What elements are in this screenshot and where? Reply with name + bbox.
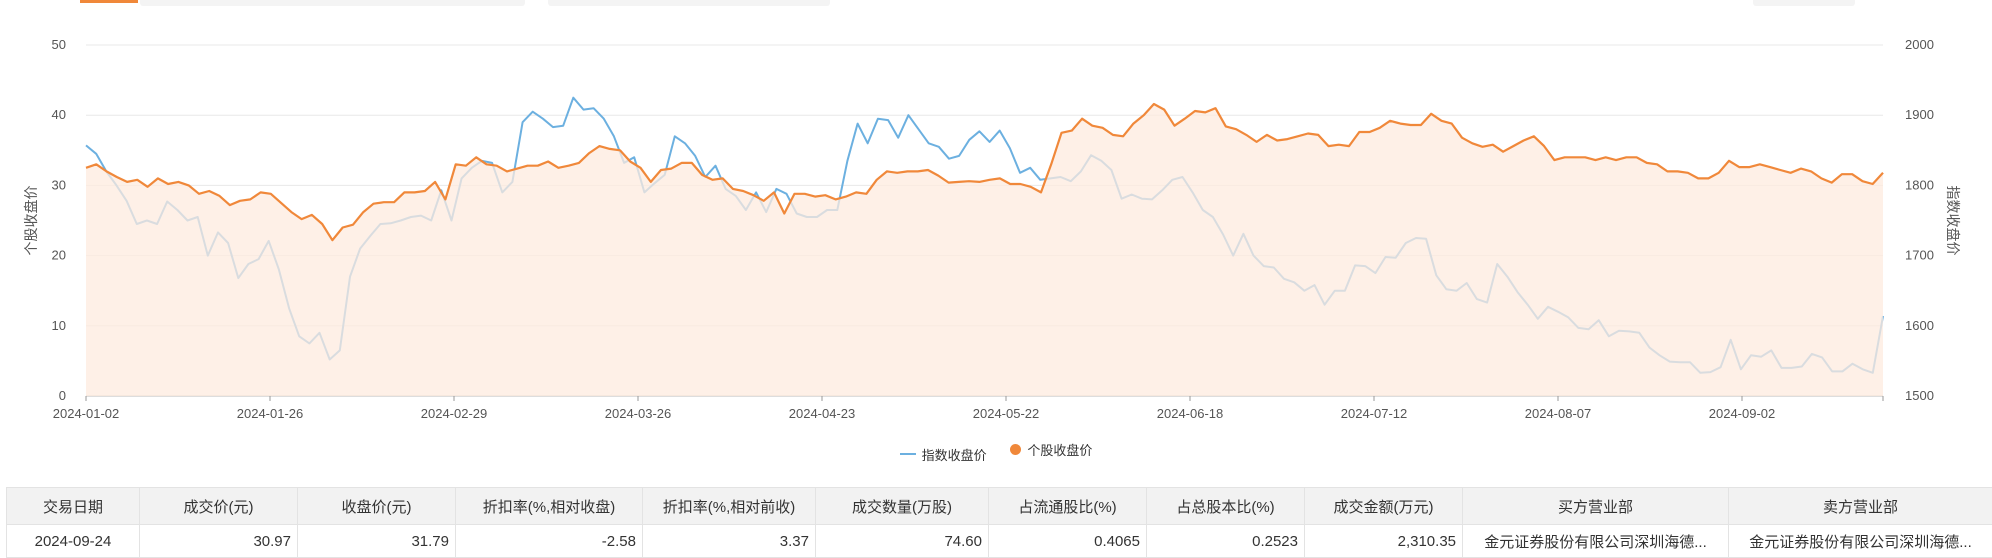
col-header[interactable]: 成交价(元) <box>140 488 298 525</box>
right-tick-label: 1800 <box>1905 177 1934 192</box>
cell-float-ratio: 0.4065 <box>989 525 1147 558</box>
col-header[interactable]: 占流通股比(%) <box>989 488 1147 525</box>
legend-item-index[interactable]: 指数收盘价 <box>900 445 987 464</box>
x-tick-label: 2024-03-26 <box>605 406 672 421</box>
col-header[interactable]: 卖方营业部 <box>1729 488 1992 525</box>
legend-label-stock: 个股收盘价 <box>1027 440 1092 459</box>
x-tick-label: 2024-05-22 <box>973 406 1040 421</box>
left-tick-label: 40 <box>52 107 66 122</box>
left-tick-label: 0 <box>59 388 66 403</box>
table-header-row: 交易日期 成交价(元) 收盘价(元) 折扣率(%,相对收盘) 折扣率(%,相对前… <box>7 488 1992 525</box>
right-tick-label: 2000 <box>1905 37 1934 52</box>
col-header[interactable]: 折扣率(%,相对收盘) <box>456 488 643 525</box>
x-tick-label: 2024-09-02 <box>1709 406 1776 421</box>
right-axis-title: 指数收盘价 <box>1945 186 1961 256</box>
legend-dot-swatch <box>1010 444 1021 455</box>
legend-label-index: 指数收盘价 <box>922 445 987 464</box>
legend-item-stock[interactable]: 个股收盘价 <box>1010 440 1092 459</box>
col-header[interactable]: 交易日期 <box>7 488 140 525</box>
left-tick-label: 20 <box>52 248 66 263</box>
left-tick-label: 30 <box>52 177 66 192</box>
x-tick-label: 2024-08-07 <box>1525 406 1592 421</box>
right-tick-label: 1500 <box>1905 388 1934 403</box>
x-tick-label: 2024-01-02 <box>53 406 120 421</box>
col-header[interactable]: 折扣率(%,相对前收) <box>643 488 816 525</box>
left-tick-label: 50 <box>52 37 66 52</box>
cell-deal-price: 30.97 <box>140 525 298 558</box>
left-axis-title: 个股收盘价 <box>23 186 39 256</box>
right-tick-label: 1600 <box>1905 318 1934 333</box>
col-header[interactable]: 成交数量(万股) <box>816 488 989 525</box>
legend-line-swatch <box>900 453 916 455</box>
right-tick-label: 1700 <box>1905 248 1934 263</box>
col-header[interactable]: 成交金额(万元) <box>1305 488 1463 525</box>
x-tick-label: 2024-02-29 <box>421 406 488 421</box>
x-tick-label: 2024-07-12 <box>1341 406 1408 421</box>
series-area-stock <box>86 104 1883 396</box>
cell-close-price: 31.79 <box>298 525 456 558</box>
cell-volume: 74.60 <box>816 525 989 558</box>
right-tick-label: 1900 <box>1905 107 1934 122</box>
x-tick-label: 2024-04-23 <box>789 406 856 421</box>
cell-discount-close: -2.58 <box>456 525 643 558</box>
block-trade-table: 交易日期 成交价(元) 收盘价(元) 折扣率(%,相对收盘) 折扣率(%,相对前… <box>6 487 1992 558</box>
x-tick-label: 2024-06-18 <box>1157 406 1224 421</box>
left-tick-label: 10 <box>52 318 66 333</box>
cell-total-ratio: 0.2523 <box>1147 525 1305 558</box>
cell-date: 2024-09-24 <box>7 525 140 558</box>
table-row[interactable]: 2024-09-24 30.97 31.79 -2.58 3.37 74.60 … <box>7 525 1992 558</box>
cell-amount: 2,310.35 <box>1305 525 1463 558</box>
cell-seller[interactable]: 金元证券股份有限公司深圳海德... <box>1729 525 1992 558</box>
cell-buyer[interactable]: 金元证券股份有限公司深圳海德... <box>1463 525 1729 558</box>
col-header[interactable]: 占总股本比(%) <box>1147 488 1305 525</box>
col-header[interactable]: 收盘价(元) <box>298 488 456 525</box>
legend: 指数收盘价 个股收盘价 <box>0 440 1992 464</box>
x-tick-label: 2024-01-26 <box>237 406 304 421</box>
col-header[interactable]: 买方营业部 <box>1463 488 1729 525</box>
price-chart: 0 10 20 30 40 50 1500 1600 1700 1800 1900 2000 个股收盘价… <box>0 0 1992 436</box>
cell-discount-prev: 3.37 <box>643 525 816 558</box>
